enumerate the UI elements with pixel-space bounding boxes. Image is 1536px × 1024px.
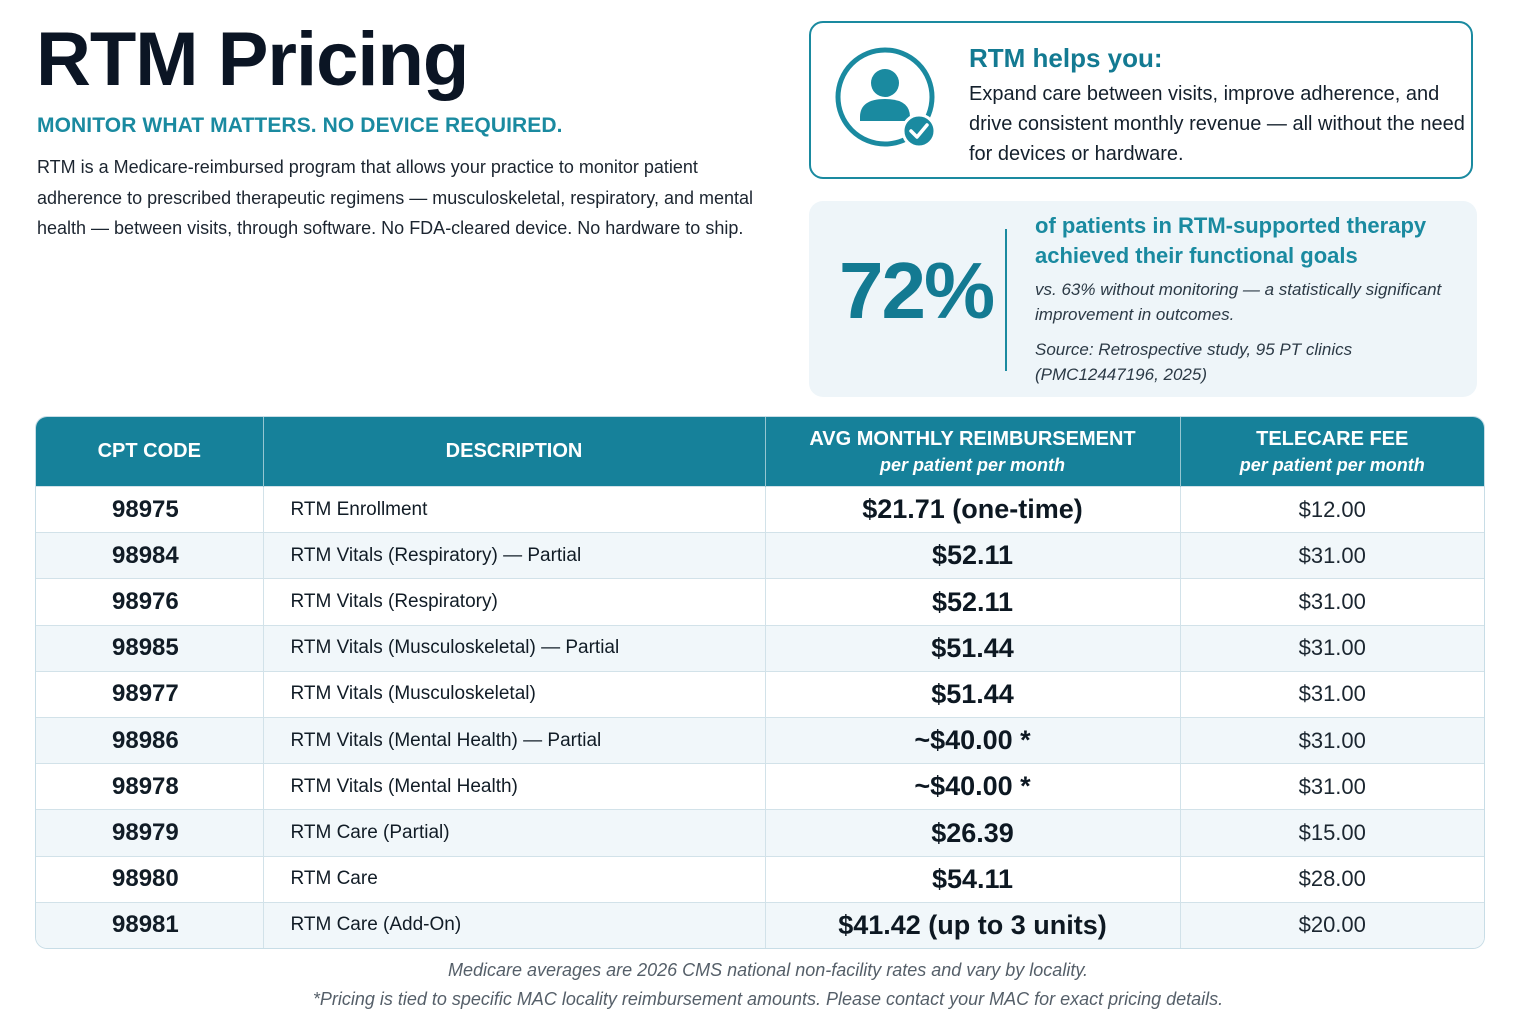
- table-row: 98977 RTM Vitals (Musculoskeletal) $51.44 $…: [36, 670, 1484, 718]
- column-header-label: DESCRIPTION: [445, 440, 583, 462]
- description-cell: RTM Care: [263, 855, 766, 903]
- description-cell: RTM Vitals (Respiratory) — Partial: [263, 532, 766, 579]
- user-check-icon: [835, 47, 937, 149]
- telecare-fee-cell: $31.00: [1180, 717, 1484, 764]
- telecare-fee-cell: $28.00: [1180, 855, 1484, 903]
- helps-text: Expand care between visits, improve adhe…: [969, 83, 1465, 165]
- reimbursement-cell: $51.44: [765, 670, 1181, 718]
- column-header-sublabel: per patient per month: [1239, 454, 1425, 475]
- description-cell: RTM Enrollment: [263, 485, 766, 533]
- description-cell: RTM Care (Add-On): [263, 901, 766, 948]
- cpt-code-cell: 98986: [36, 717, 264, 764]
- reimbursement-cell: $26.39: [765, 809, 1181, 857]
- cpt-code-cell: 98977: [36, 670, 264, 718]
- table-row: 98986 RTM Vitals (Mental Health) — Partia…: [36, 717, 1484, 764]
- table-row: 98984 RTM Vitals (Respiratory) — Partial $…: [36, 532, 1484, 579]
- stat-note: vs. 63% without monitoring — a statistic…: [1035, 280, 1442, 324]
- footnote-pricing: *Pricing is tied to specific MAC localit…: [312, 989, 1224, 1009]
- tagline: MONITOR WHAT MATTERS. NO DEVICE REQUIRED…: [37, 114, 563, 137]
- column-header-label: TELECARE FEE: [1256, 427, 1409, 450]
- table-row: 98979 RTM Care (Partial) $26.39 $15.00: [36, 809, 1484, 857]
- helps-card: RTM helps you: Expand care between visit…: [809, 21, 1473, 179]
- telecare-fee-cell: $31.00: [1180, 624, 1484, 672]
- description-cell: RTM Vitals (Musculoskeletal): [263, 670, 766, 718]
- column-header-cpt-code: CPT CODE: [36, 417, 264, 487]
- description-cell: RTM Vitals (Musculoskeletal) — Partial: [263, 624, 766, 672]
- column-header-description: DESCRIPTION: [263, 417, 766, 487]
- cpt-code-cell: 98976: [36, 578, 264, 626]
- column-header-label: AVG MONTHLY REIMBURSEMENT: [809, 427, 1136, 450]
- pricing-table: CPT CODE DESCRIPTION AVG MONTHLY REIMBUR…: [35, 416, 1485, 949]
- reimbursement-cell: $54.11: [765, 855, 1181, 903]
- column-header-label: CPT CODE: [97, 440, 201, 462]
- cpt-code-cell: 98979: [36, 809, 264, 857]
- page-title: RTM Pricing: [36, 17, 469, 102]
- cpt-code-cell: 98975: [36, 485, 264, 533]
- reimbursement-cell: $52.11: [765, 532, 1181, 579]
- stat-headline: of patients in RTM-supported therapy ach…: [1035, 213, 1427, 268]
- telecare-fee-cell: $31.00: [1180, 578, 1484, 626]
- reimbursement-cell: $41.42 (up to 3 units): [765, 901, 1181, 948]
- description-cell: RTM Vitals (Respiratory): [263, 578, 766, 626]
- column-header-telecare-fee: TELECARE FEE per patient per month: [1180, 417, 1484, 487]
- reimbursement-cell: ~$40.00 *: [765, 717, 1181, 764]
- reimbursement-cell: ~$40.00 *: [765, 763, 1181, 810]
- stat-source: Source: Retrospective study, 95 PT clini…: [1035, 340, 1353, 384]
- reimbursement-cell: $51.44: [765, 624, 1181, 672]
- reimbursement-cell: $52.11: [765, 578, 1181, 626]
- table-row: 98985 RTM Vitals (Musculoskeletal) — Part…: [36, 624, 1484, 672]
- table-row: 98978 RTM Vitals (Mental Health) ~$40.00 *…: [36, 763, 1484, 810]
- cpt-code-cell: 98981: [36, 901, 264, 948]
- stat-card: 72% of patients in RTM-supported therapy…: [809, 201, 1477, 397]
- table-row: 98975 RTM Enrollment $21.71 (one-time) $12.…: [36, 485, 1484, 533]
- telecare-fee-cell: $12.00: [1180, 485, 1484, 533]
- cpt-code-cell: 98980: [36, 855, 264, 903]
- intro-paragraph: RTM is a Medicare-reimbursed program tha…: [37, 157, 754, 238]
- telecare-fee-cell: $31.00: [1180, 532, 1484, 579]
- stat-value: 72%: [839, 246, 995, 335]
- reimbursement-cell: $21.71 (one-time): [765, 485, 1181, 533]
- description-cell: RTM Vitals (Mental Health) — Partial: [263, 717, 766, 764]
- cpt-code-cell: 98985: [36, 624, 264, 672]
- cpt-code-cell: 98984: [36, 532, 264, 579]
- description-cell: RTM Care (Partial): [263, 809, 766, 857]
- column-header-reimbursement: AVG MONTHLY REIMBURSEMENT per patient pe…: [765, 417, 1181, 487]
- stat-divider: [1005, 229, 1007, 371]
- telecare-fee-cell: $20.00: [1180, 901, 1484, 948]
- column-header-sublabel: per patient per month: [879, 454, 1065, 475]
- helps-title: RTM helps you:: [969, 43, 1163, 73]
- cpt-code-cell: 98978: [36, 763, 264, 810]
- telecare-fee-cell: $15.00: [1180, 809, 1484, 857]
- footnote-medicare: Medicare averages are 2026 CMS national …: [448, 960, 1088, 980]
- table-header-row: CPT CODE DESCRIPTION AVG MONTHLY REIMBUR…: [36, 417, 1484, 487]
- table-row: 98981 RTM Care (Add-On) $41.42 (up to 3 un…: [36, 901, 1484, 948]
- table-row: 98976 RTM Vitals (Respiratory) $52.11 $31.0…: [36, 578, 1484, 626]
- description-cell: RTM Vitals (Mental Health): [263, 763, 766, 810]
- telecare-fee-cell: $31.00: [1180, 763, 1484, 810]
- telecare-fee-cell: $31.00: [1180, 670, 1484, 718]
- table-row: 98980 RTM Care $54.11 $28.00: [36, 855, 1484, 903]
